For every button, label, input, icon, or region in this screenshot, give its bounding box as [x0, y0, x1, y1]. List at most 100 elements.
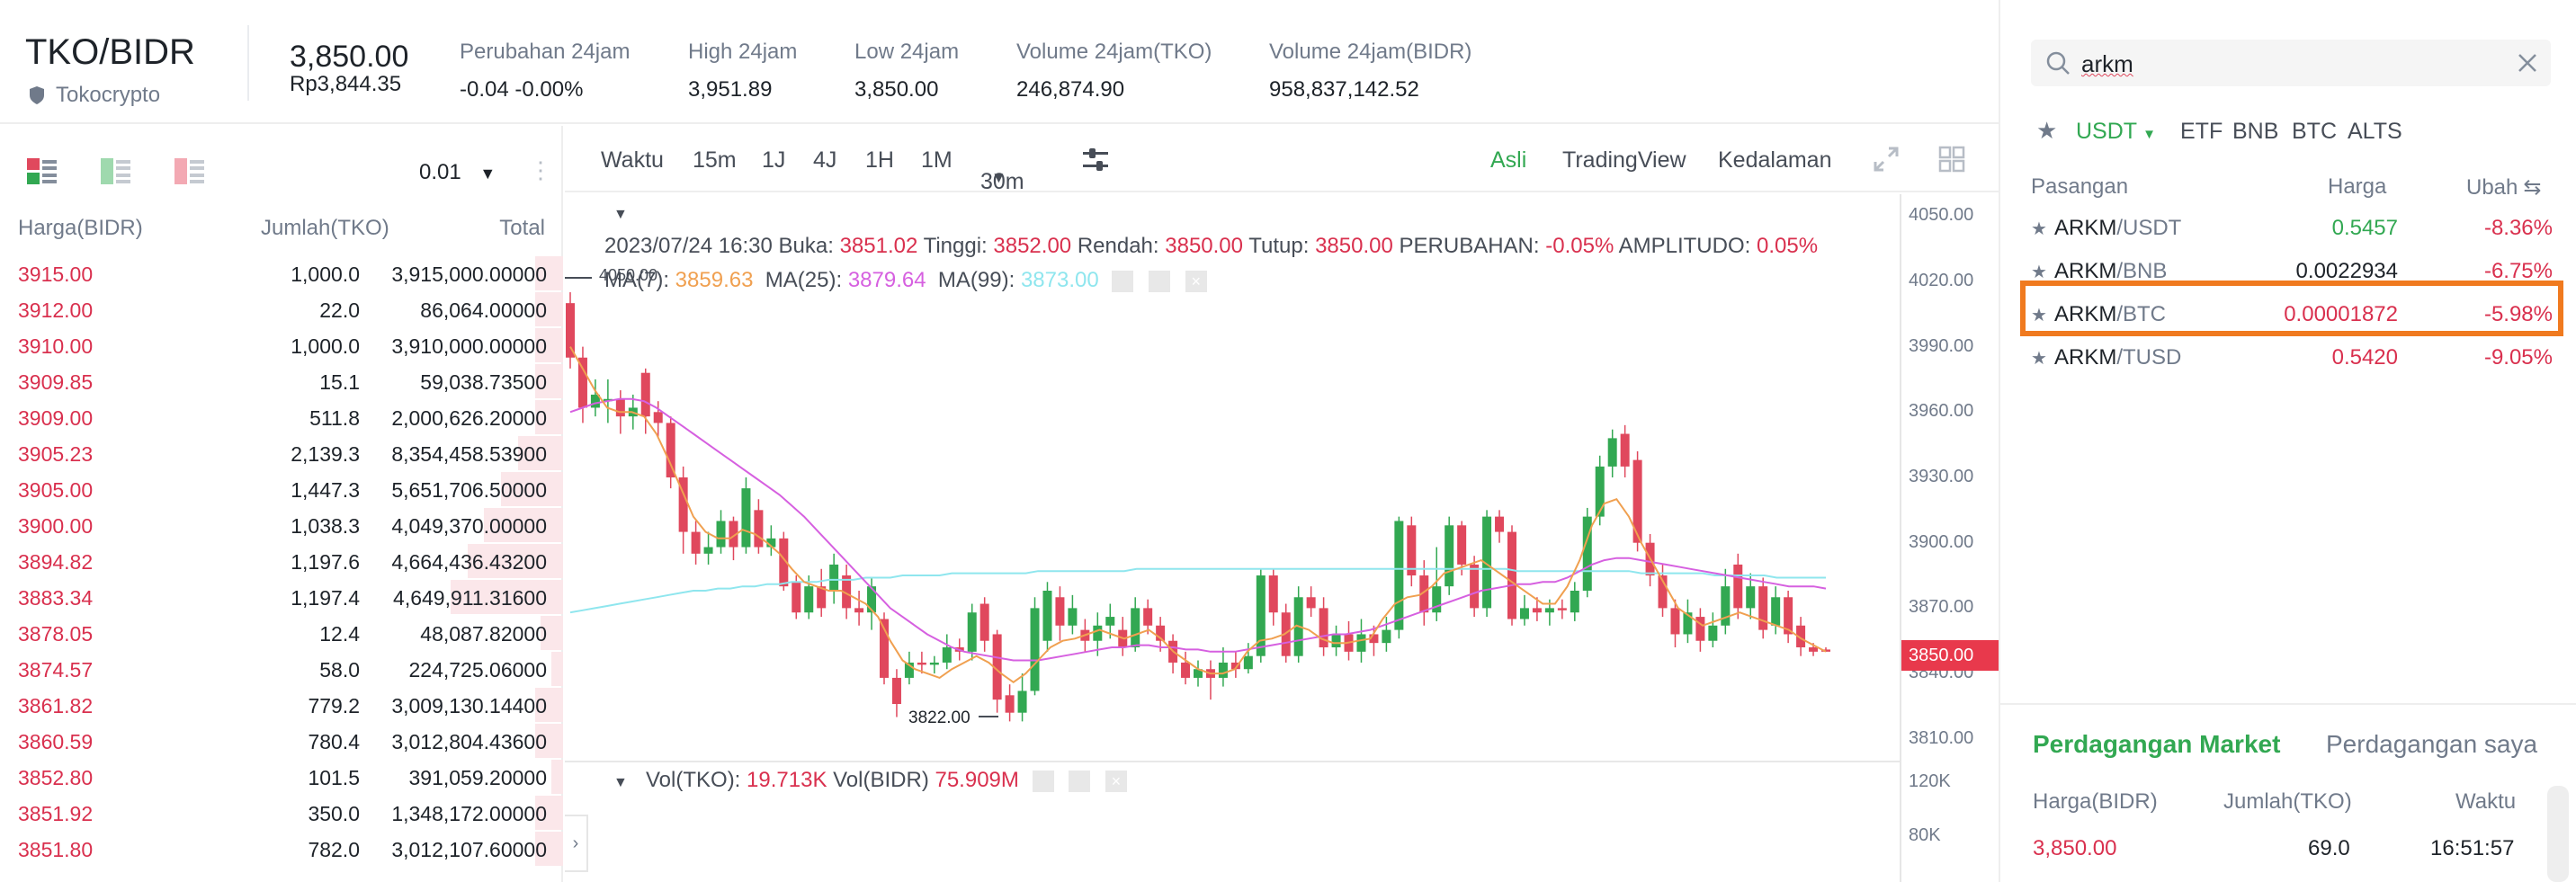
ask-row[interactable]: 3909.85 15.1 59,038.73500 [0, 363, 563, 399]
market-tab-bnb[interactable]: BNB [2232, 119, 2279, 144]
candle-up[interactable] [716, 521, 726, 548]
candle-down[interactable] [1055, 597, 1065, 626]
settings-icon[interactable] [1069, 770, 1091, 792]
view-kedalaman[interactable]: Kedalaman [1718, 147, 1832, 173]
candle-up[interactable] [942, 647, 952, 663]
pair-row[interactable]: ★ ARKM/USDT 0.5457 -8.36% [2000, 205, 2576, 248]
candle-down[interactable] [1821, 649, 1830, 652]
favorite-star-icon[interactable]: ★ [2031, 263, 2047, 282]
interval-15m[interactable]: 15m [693, 147, 737, 173]
candle-up[interactable] [1105, 617, 1115, 626]
candle-down[interactable] [1658, 575, 1668, 609]
candle-down[interactable] [1005, 695, 1015, 713]
candle-down[interactable] [1796, 625, 1806, 647]
ask-row[interactable]: 3912.00 22.0 86,064.00000 [0, 291, 563, 327]
view-asli[interactable]: Asli [1490, 147, 1527, 173]
candle-up[interactable] [1017, 690, 1027, 713]
candle-down[interactable] [1306, 597, 1316, 609]
market-tab-btc[interactable]: BTC [2292, 119, 2337, 144]
pair-row[interactable]: ★ ARKM/BNB 0.0022934 -6.75% [2000, 248, 2576, 291]
tab-market-trades[interactable]: Perdagangan Market [2033, 730, 2281, 758]
candle-down[interactable] [1809, 647, 1819, 652]
candle-up[interactable] [804, 586, 814, 613]
candle-down[interactable] [1632, 459, 1642, 543]
clear-search-icon[interactable] [2517, 52, 2538, 74]
candle-down[interactable] [1557, 608, 1567, 610]
candle-up[interactable] [867, 586, 877, 613]
candle-up[interactable] [929, 662, 939, 665]
layout-grid-icon[interactable] [1938, 146, 1965, 173]
candle-up[interactable] [1068, 608, 1078, 626]
candle-down[interactable] [640, 372, 650, 417]
candle-up[interactable] [904, 662, 914, 678]
candle-up[interactable] [1607, 438, 1617, 467]
ask-row[interactable]: 3900.00 1,038.3 4,049,370.00000 [0, 507, 563, 543]
pair-row[interactable]: ★ ARKM/BTC 0.00001872 -5.98% [2000, 291, 2576, 334]
candle-down[interactable] [1268, 575, 1278, 613]
precision-select[interactable]: 0.01 ▼ [419, 160, 496, 184]
candle-up[interactable] [1194, 669, 1203, 678]
candle-up[interactable] [1131, 608, 1140, 647]
ask-row[interactable]: 3915.00 1,000.0 3,915,000.00000 [0, 255, 563, 291]
ask-row[interactable]: 3852.80 101.5 391,059.20000 [0, 759, 563, 795]
candle-up[interactable] [1382, 629, 1391, 644]
candle-up[interactable] [1771, 597, 1781, 626]
candle-up[interactable] [1432, 586, 1442, 613]
candle-down[interactable] [1495, 516, 1505, 532]
ask-row[interactable]: 3878.05 12.4 48,087.82000 [0, 615, 563, 651]
candle-up[interactable] [1218, 662, 1228, 678]
candle-down[interactable] [854, 608, 864, 613]
candle-down[interactable] [729, 521, 738, 548]
candle-down[interactable] [1156, 625, 1166, 641]
interval-1j[interactable]: 1J [762, 147, 786, 173]
candle-down[interactable] [1733, 564, 1743, 609]
candle-up[interactable] [1256, 575, 1266, 656]
both-sides-view-icon[interactable] [27, 158, 58, 185]
candle-up[interactable] [1394, 521, 1404, 630]
close-icon[interactable]: × [1185, 270, 1207, 292]
fullscreen-icon[interactable] [1873, 146, 1900, 173]
candle-down[interactable] [1670, 608, 1680, 635]
candle-down[interactable] [992, 634, 1002, 700]
candle-down[interactable] [577, 357, 587, 408]
interval-4j[interactable]: 4J [813, 147, 837, 173]
candle-down[interactable] [666, 423, 675, 477]
candle-down[interactable] [691, 531, 701, 554]
candle-down[interactable] [1230, 662, 1240, 670]
candle-down[interactable] [678, 477, 688, 532]
candle-up[interactable] [1721, 586, 1731, 626]
candle-down[interactable] [891, 677, 901, 704]
expand-panel-icon[interactable]: › [565, 815, 588, 872]
candle-up[interactable] [766, 538, 776, 548]
candle-down[interactable] [1470, 564, 1480, 609]
candle-up[interactable] [1482, 516, 1492, 609]
interval-1h[interactable]: 1H [865, 147, 894, 173]
tab-my-trades[interactable]: Perdagangan saya [2326, 730, 2538, 758]
candle-up[interactable] [1544, 608, 1554, 613]
candle-up[interactable] [1683, 612, 1693, 635]
candle-up[interactable] [590, 394, 600, 408]
candle-down[interactable] [653, 412, 663, 423]
candle-down[interactable] [1532, 608, 1542, 613]
candle-up[interactable] [1243, 655, 1253, 670]
collapse-info-icon[interactable]: ▼ [613, 207, 628, 222]
market-tab-etf[interactable]: ETF [2180, 119, 2223, 144]
view-tradingview[interactable]: TradingView [1562, 147, 1686, 173]
candle-up[interactable] [703, 547, 713, 554]
pair-search[interactable]: arkm [2031, 40, 2551, 86]
candle-down[interactable] [1319, 608, 1328, 647]
ask-row[interactable]: 3860.59 780.4 3,012,804.43600 [0, 723, 563, 759]
candle-down[interactable] [1419, 575, 1429, 613]
candle-up[interactable] [1356, 634, 1366, 652]
ask-row[interactable]: 3851.92 350.0 1,348,172.00000 [0, 795, 563, 831]
ask-row[interactable]: 3910.00 1,000.0 3,910,000.00000 [0, 327, 563, 363]
candle-up[interactable] [1595, 466, 1605, 517]
candle-up[interactable] [1570, 591, 1579, 613]
candle-down[interactable] [1457, 525, 1467, 565]
indicator-settings-icon[interactable] [1081, 146, 1110, 174]
candle-down[interactable] [880, 619, 889, 678]
candle-up[interactable] [1445, 525, 1454, 587]
favorites-star-icon[interactable]: ★ [2036, 117, 2058, 144]
candle-down[interactable] [979, 603, 989, 641]
ask-row[interactable]: 3894.82 1,197.6 4,664,436.43200 [0, 543, 563, 579]
